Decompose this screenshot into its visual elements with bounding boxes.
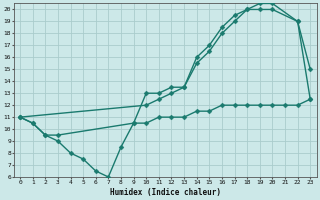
X-axis label: Humidex (Indice chaleur): Humidex (Indice chaleur) <box>110 188 220 197</box>
